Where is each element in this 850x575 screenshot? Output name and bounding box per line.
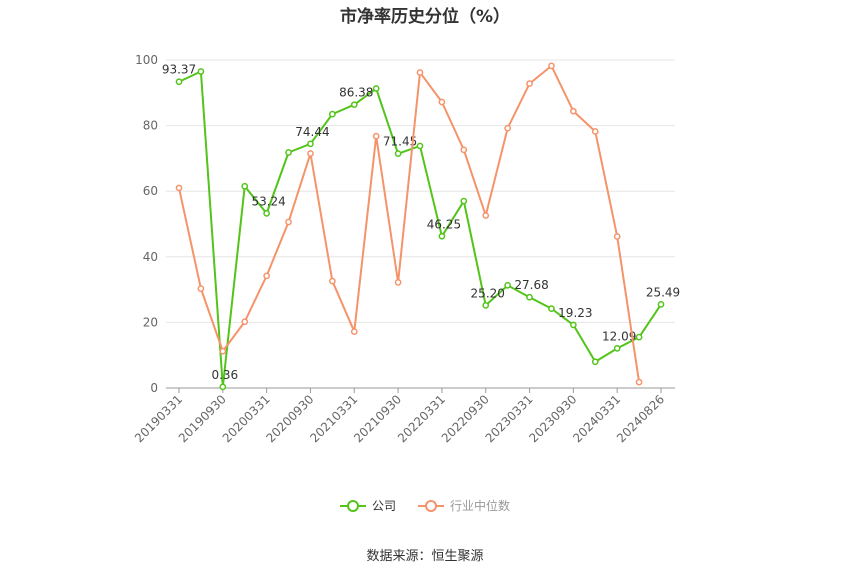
data-point — [526, 80, 533, 87]
data-point — [570, 321, 577, 329]
data-point — [307, 140, 314, 148]
data-point — [416, 69, 424, 76]
data-point — [460, 197, 468, 205]
data-point — [591, 128, 599, 135]
data-point — [241, 318, 249, 326]
y-tick-label: 60 — [143, 184, 158, 198]
legend: 公司 行业中位数 — [0, 497, 850, 514]
chart-title: 市净率历史分位（%） — [339, 7, 511, 27]
data-label: 27.68 — [514, 278, 548, 292]
data-point — [548, 62, 555, 70]
data-point — [329, 277, 336, 285]
data-point — [526, 293, 533, 301]
data-point — [329, 110, 336, 118]
data-point — [635, 333, 643, 341]
data-point — [197, 285, 205, 292]
data-point — [504, 281, 511, 289]
legend-item-industry[interactable]: 行业中位数 — [418, 497, 510, 514]
y-tick-label: 40 — [143, 250, 158, 264]
data-point — [482, 212, 490, 219]
y-tick-label: 100 — [135, 53, 158, 67]
data-label: 19.23 — [558, 306, 592, 320]
data-point — [219, 347, 227, 355]
data-label: 71.45 — [383, 135, 417, 149]
data-point — [175, 78, 183, 86]
data-label: 46.25 — [427, 217, 461, 231]
data-point — [372, 132, 380, 140]
data-point — [263, 210, 270, 217]
data-point — [350, 328, 358, 335]
legend-company-label: 公司 — [371, 499, 396, 513]
y-tick-label: 80 — [143, 119, 158, 133]
data-point — [504, 124, 511, 132]
series-line-0 — [178, 70, 662, 388]
series-line-1 — [178, 64, 641, 383]
y-tick-label: 0 — [150, 381, 158, 395]
legend-item-company[interactable]: 公司 — [339, 497, 396, 514]
data-point — [197, 68, 205, 75]
data-point — [635, 378, 643, 386]
legend-industry-label: 行业中位数 — [450, 499, 511, 513]
data-point — [350, 101, 358, 109]
data-label: 93.37 — [162, 63, 196, 77]
data-point — [241, 182, 249, 190]
data-point — [613, 344, 621, 352]
data-point — [394, 150, 402, 157]
data-point — [416, 142, 424, 150]
data-point — [307, 150, 314, 157]
legend-industry-swatch-icon — [418, 499, 444, 512]
data-point — [263, 272, 270, 280]
data-point — [285, 149, 292, 156]
data-point — [438, 232, 446, 240]
data-point — [460, 146, 468, 154]
data-point — [548, 305, 555, 312]
data-point — [591, 358, 599, 366]
data-label: 25.49 — [646, 285, 680, 299]
data-point — [285, 218, 292, 226]
data-point — [175, 184, 183, 192]
data-point — [657, 301, 665, 308]
data-label: 12.09 — [602, 329, 636, 343]
data-label: 53.24 — [251, 194, 285, 208]
data-source: 数据来源：恒生聚源 — [366, 549, 484, 564]
data-point — [438, 98, 446, 106]
legend-company-swatch-icon — [339, 499, 366, 512]
data-label: 74.44 — [295, 125, 329, 139]
data-label: 0.36 — [211, 368, 238, 382]
data-point — [372, 85, 380, 92]
x-tick-label: 20240826 — [614, 392, 667, 445]
data-point — [219, 383, 227, 391]
data-point — [482, 301, 490, 309]
data-point — [570, 107, 577, 115]
data-label: 86.38 — [339, 86, 373, 100]
data-point — [394, 279, 402, 286]
y-tick-label: 20 — [143, 315, 158, 329]
data-point — [613, 233, 621, 240]
data-label: 25.20 — [471, 286, 505, 300]
